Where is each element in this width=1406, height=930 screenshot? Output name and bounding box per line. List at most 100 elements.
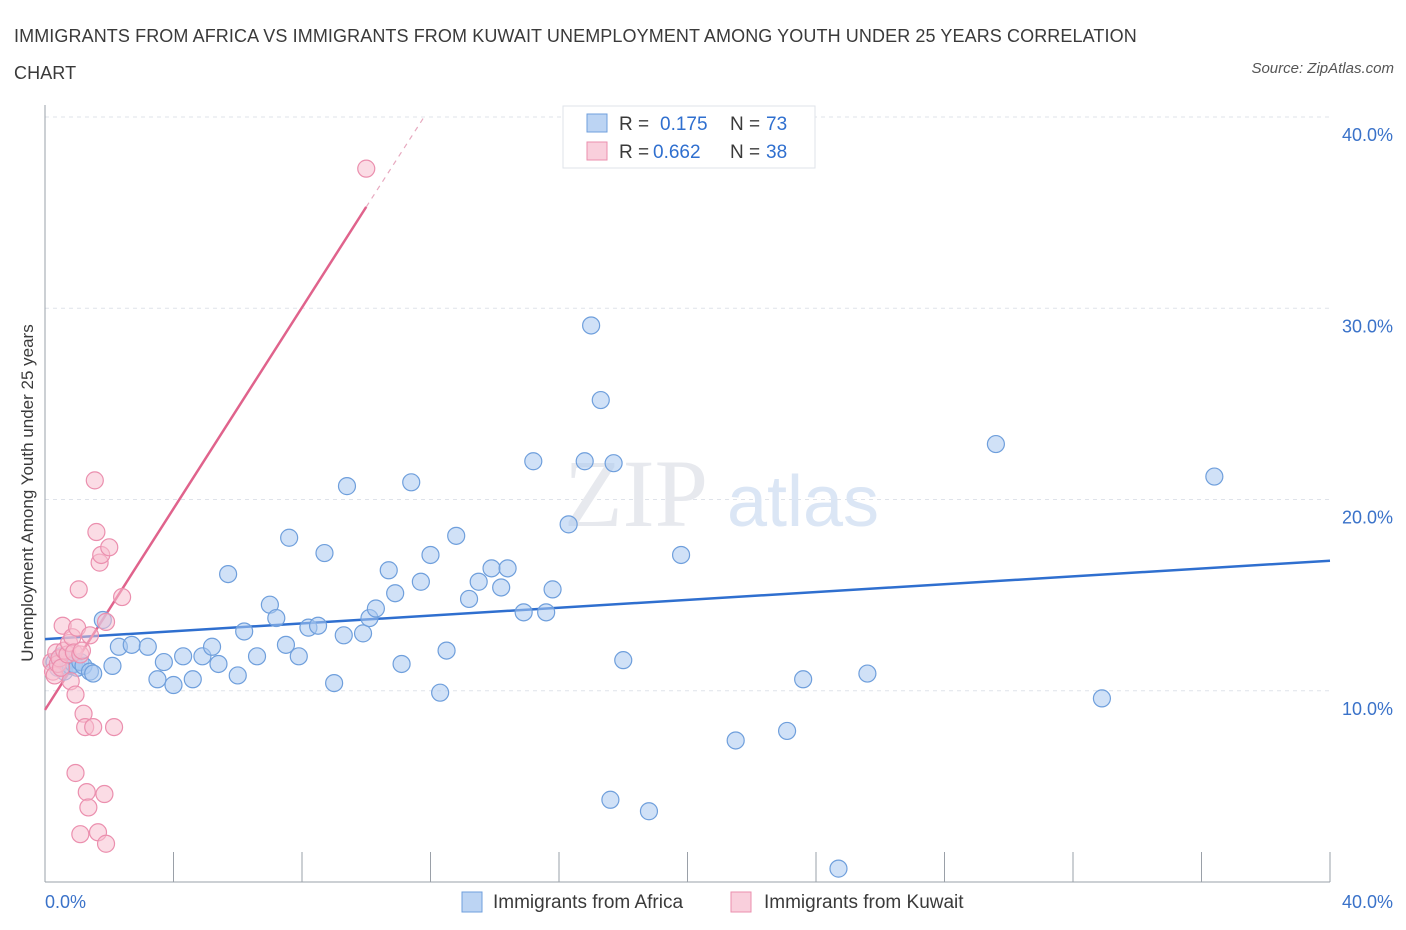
africa-point	[202, 637, 222, 656]
africa-point	[122, 635, 141, 654]
africa-point	[437, 641, 456, 660]
africa-point	[308, 616, 328, 635]
kuwait-point	[87, 522, 106, 542]
stats-legend: R = 0.175 N = 73 R = 0.662 N = 38	[562, 105, 816, 169]
gridlines	[45, 116, 1330, 692]
kuwait-point	[96, 834, 116, 853]
africa-point	[337, 477, 357, 496]
africa-point	[447, 526, 466, 545]
kuwait-point	[85, 471, 104, 490]
africa-point	[235, 622, 254, 641]
africa-point	[219, 564, 238, 584]
kuwait-point	[80, 626, 100, 645]
africa-point	[829, 859, 848, 878]
africa-point	[164, 675, 183, 695]
series-legend: Immigrants from Africa Immigrants from K…	[461, 891, 964, 913]
kuwait-point	[95, 784, 114, 804]
kuwait-point	[69, 580, 88, 599]
africa-point	[84, 664, 103, 683]
africa-point	[514, 603, 533, 622]
africa-point	[421, 545, 440, 565]
x-tick-label-max: 40.0%	[1342, 892, 1393, 912]
kuwait-point	[77, 783, 96, 802]
africa-point	[492, 578, 511, 597]
africa-point	[482, 559, 501, 578]
africa-point	[402, 473, 421, 492]
africa-point	[392, 654, 411, 674]
africa-point	[353, 624, 373, 643]
africa-point	[582, 316, 601, 335]
africa-point	[726, 731, 745, 750]
africa-point	[103, 656, 122, 675]
kuwait-point	[84, 717, 103, 737]
africa-point	[289, 647, 308, 666]
africa-point	[858, 664, 877, 683]
africa-r-label: R =	[619, 114, 649, 135]
africa-point	[280, 528, 299, 547]
kuwait-r-value: 0.662	[653, 142, 701, 163]
legend-kuwait-label: Immigrants from Kuwait	[764, 892, 964, 913]
africa-n-value: 73	[766, 114, 787, 135]
y-axis-label: Unemployment Among Youth under 25 years	[18, 324, 37, 661]
y-tick-label: 30.0%	[1342, 316, 1393, 336]
africa-point	[794, 670, 813, 689]
africa-point	[469, 572, 488, 591]
africa-point	[777, 721, 797, 741]
africa-point	[386, 584, 405, 603]
legend-africa-label: Immigrants from Africa	[493, 892, 683, 913]
trend-lines	[43, 116, 1331, 711]
y-tick-labels: 10.0% 20.0% 30.0% 40.0%	[1342, 125, 1393, 719]
kuwait-point	[96, 612, 116, 632]
africa-point	[325, 673, 344, 693]
kuwait-point	[71, 825, 90, 844]
africa-point	[604, 454, 623, 473]
data-points	[42, 159, 1224, 878]
axes	[44, 105, 1331, 883]
africa-point	[524, 452, 543, 471]
africa-point	[366, 599, 385, 618]
africa-point	[228, 666, 247, 685]
africa-point	[154, 652, 173, 672]
africa-point	[267, 608, 286, 628]
africa-swatch-icon	[586, 113, 608, 133]
y-tick-label: 10.0%	[1342, 699, 1393, 719]
africa-point	[247, 647, 267, 666]
africa-point	[379, 561, 398, 580]
kuwait-point	[72, 641, 92, 660]
africa-point	[591, 390, 610, 410]
kuwait-point	[100, 538, 119, 557]
source-credit: Source: ZipAtlas.com	[1251, 60, 1394, 77]
africa-point	[411, 572, 430, 591]
kuwait-point	[66, 685, 85, 704]
chart-title: IMMIGRANTS FROM AFRICA VS IMMIGRANTS FRO…	[14, 26, 1137, 83]
watermark-atlas: atlas	[727, 462, 879, 542]
africa-point	[559, 515, 578, 534]
africa-point	[1205, 467, 1224, 486]
kuwait-point	[79, 798, 98, 817]
africa-point	[498, 559, 517, 578]
africa-r-value: 0.175	[660, 114, 708, 135]
africa-point	[575, 452, 594, 471]
x-tick-label-min: 0.0%	[45, 892, 86, 912]
kuwait-point	[112, 587, 132, 607]
africa-point	[431, 683, 450, 702]
trend-line-africa	[44, 559, 1331, 641]
kuwait-swatch-icon	[586, 141, 608, 161]
kuwait-r-label: R =	[619, 142, 649, 163]
trend-line-kuwait-extension	[365, 116, 425, 208]
africa-point	[174, 647, 193, 666]
kuwait-point	[357, 159, 376, 178]
kuwait-point	[104, 717, 124, 737]
africa-point	[138, 637, 157, 656]
africa-point	[639, 802, 659, 821]
kuwait-n-label: N =	[730, 142, 760, 163]
africa-point	[671, 545, 691, 565]
africa-point	[276, 635, 296, 654]
africa-point	[315, 543, 334, 563]
legend-kuwait-icon	[730, 891, 752, 913]
africa-point	[1092, 689, 1112, 708]
africa-point	[537, 603, 556, 622]
africa-point	[183, 670, 202, 689]
y-tick-label: 40.0%	[1342, 125, 1393, 145]
